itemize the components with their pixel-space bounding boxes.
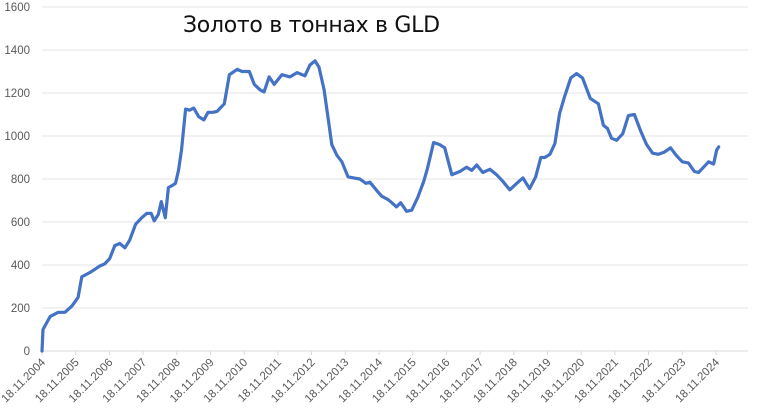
y-tick-label: 1600 <box>4 2 30 14</box>
y-tick-label: 0 <box>24 346 30 358</box>
data-series <box>40 59 721 353</box>
y-tick-label: 1400 <box>4 45 30 57</box>
gridlines <box>42 6 748 352</box>
y-tick-label: 800 <box>11 174 30 186</box>
x-axis: 18.11.200418.11.200518.11.200618.11.2007… <box>0 351 723 405</box>
y-tick-label: 200 <box>11 303 30 315</box>
y-tick-label: 1000 <box>4 131 30 143</box>
y-tick-label: 600 <box>11 217 30 229</box>
y-tick-label: 400 <box>11 260 30 272</box>
y-tick-label: 1200 <box>4 88 30 100</box>
chart-title: Золото в тоннах в GLD <box>183 13 440 38</box>
y-axis: 0 200 400 600 800 1000 1200 1400 1600 <box>4 2 30 358</box>
series-line <box>40 59 721 353</box>
